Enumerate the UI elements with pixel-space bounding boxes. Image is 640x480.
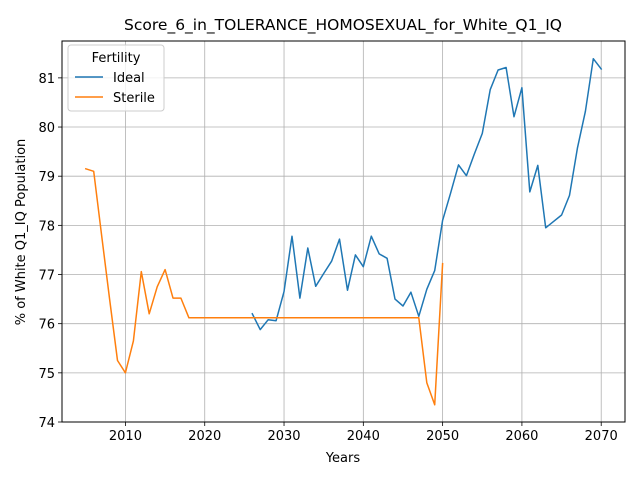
series-line-ideal xyxy=(251,57,603,331)
series-line-sterile xyxy=(84,167,444,406)
legend-label-sterile: Sterile xyxy=(113,91,155,106)
x-axis-ticks: 2010 2020 2030 2040 2050 2060 2070 xyxy=(109,422,618,444)
x-axis-label: Years xyxy=(325,451,361,466)
y-axis-ticks: 74 75 76 77 78 79 80 81 xyxy=(38,72,62,431)
y-tick-label: 79 xyxy=(38,170,55,185)
legend-title: Fertility xyxy=(92,51,141,66)
y-tick-label: 80 xyxy=(38,121,55,136)
x-tick-label: 2060 xyxy=(505,429,538,444)
legend: Fertility Ideal Sterile xyxy=(67,44,165,112)
series-lines xyxy=(84,57,603,406)
legend-box xyxy=(67,44,165,112)
x-tick-label: 2050 xyxy=(426,429,459,444)
y-tick-label: 78 xyxy=(38,219,55,234)
x-tick-label: 2030 xyxy=(267,429,300,444)
y-tick-label: 77 xyxy=(38,269,55,284)
y-tick-label: 76 xyxy=(38,318,55,333)
x-tick-label: 2010 xyxy=(109,429,142,444)
x-tick-label: 2040 xyxy=(347,429,380,444)
y-tick-label: 75 xyxy=(38,367,55,382)
chart-title: Score_6_in_TOLERANCE_HOMOSEXUAL_for_Whit… xyxy=(124,16,562,35)
y-tick-label: 81 xyxy=(38,72,55,87)
y-axis-label: % of White Q1_IQ Population xyxy=(14,139,29,326)
x-tick-label: 2020 xyxy=(188,429,221,444)
legend-label-ideal: Ideal xyxy=(113,71,145,86)
y-tick-label: 74 xyxy=(38,416,55,431)
plot-frame xyxy=(61,40,626,423)
x-tick-label: 2070 xyxy=(585,429,618,444)
